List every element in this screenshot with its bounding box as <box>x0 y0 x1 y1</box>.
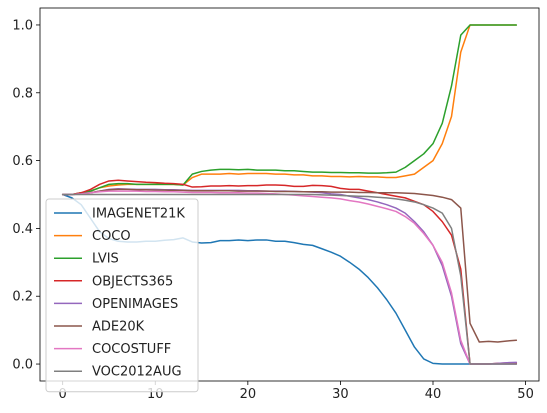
series-line-ade20k <box>61 188 518 343</box>
legend-label: ADE20K <box>92 320 145 335</box>
series-line-coco <box>61 24 518 196</box>
x-tick-label: 20 <box>240 387 257 402</box>
legend-label: IMAGENET21K <box>92 207 185 222</box>
series-line-voc2012aug <box>61 193 518 365</box>
y-tick-label: 0.4 <box>12 222 33 237</box>
legend-label: COCOSTUFF <box>92 342 171 357</box>
y-tick-label: 1.0 <box>12 18 33 33</box>
x-tick-label: 50 <box>517 387 534 402</box>
x-tick-label: 40 <box>425 387 442 402</box>
y-tick-label: 0.8 <box>12 86 33 101</box>
legend: IMAGENET21K COCO LVIS OBJECTS365 OPENIMAGES A… <box>45 198 199 393</box>
legend-box <box>45 198 199 393</box>
legend-label: VOC2012AUG <box>92 365 182 380</box>
y-tick-label: 0.2 <box>12 290 33 305</box>
legend-label: LVIS <box>92 252 119 267</box>
legend-label: OPENIMAGES <box>92 297 178 312</box>
series-layer <box>61 24 518 365</box>
x-tick-label: 0 <box>59 387 67 402</box>
x-tick-label: 30 <box>332 387 349 402</box>
y-tick-label: 0.0 <box>12 358 33 373</box>
legend-label: OBJECTS365 <box>92 274 173 289</box>
y-tick-label: 0.6 <box>12 154 33 169</box>
plot-frame <box>39 7 540 382</box>
series-line-objects365 <box>61 179 518 365</box>
legend-label: COCO <box>92 229 131 244</box>
series-line-lvis <box>61 24 518 196</box>
